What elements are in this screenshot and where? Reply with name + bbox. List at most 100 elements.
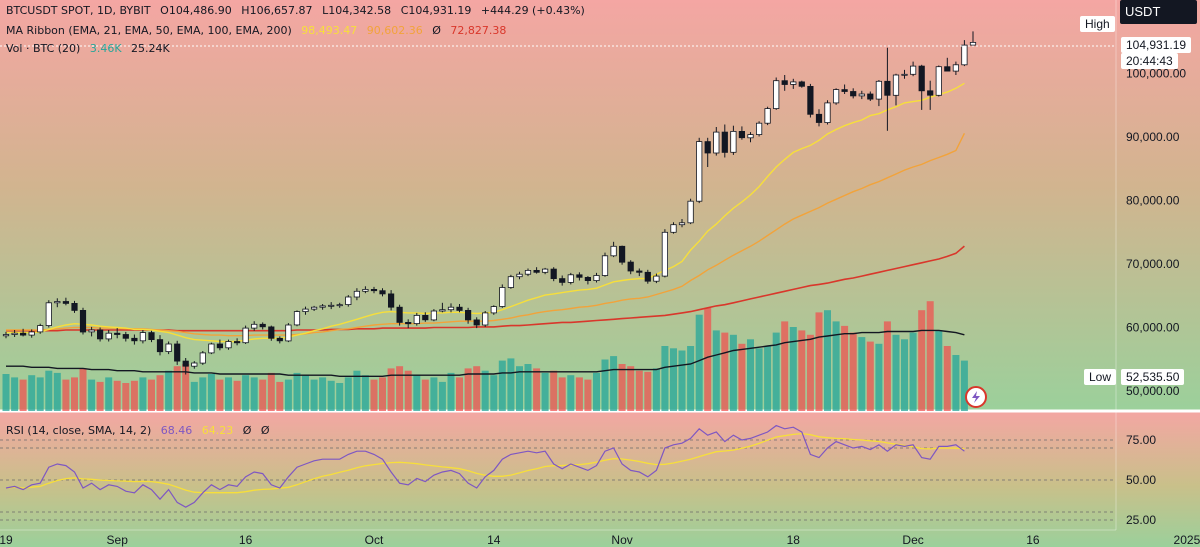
- volume-bar: [858, 337, 866, 411]
- candle-body: [627, 261, 634, 272]
- volume-bar: [113, 380, 121, 411]
- candle-body: [233, 341, 241, 344]
- volume-bar: [225, 377, 232, 411]
- volume-bar: [678, 350, 686, 411]
- rsi-tick-label: 50.00: [1126, 473, 1156, 487]
- candlesticks: [2, 31, 977, 375]
- candle-body: [216, 343, 223, 349]
- volume-bar: [738, 343, 746, 411]
- axis-ticks: 100,000.00 90,000.00 80,000.00 70,000.00 60,…: [0, 67, 1200, 547]
- candle-body: [345, 296, 352, 305]
- volume-bar: [610, 356, 618, 411]
- high-label: High: [1080, 16, 1115, 32]
- price-tick-label: 50,000.00: [1126, 384, 1180, 398]
- candle-body: [764, 108, 771, 124]
- price-tick-label: 60,000.00: [1126, 321, 1180, 335]
- volume-bar: [550, 370, 558, 411]
- rsi-upper-value: Ø: [242, 424, 252, 437]
- candle-body: [610, 245, 617, 257]
- volume-bar: [849, 332, 857, 411]
- candle-body: [798, 81, 805, 87]
- volume-bar: [293, 372, 301, 411]
- volume-bar: [926, 301, 934, 411]
- candle-body: [841, 89, 848, 92]
- price-tick-label: 70,000.00: [1126, 257, 1180, 271]
- candle-body: [165, 343, 172, 352]
- candle-body: [45, 302, 52, 326]
- ma-ribbon-legend[interactable]: MA Ribbon (EMA, 21, EMA, 50, EMA, 100, E…: [6, 24, 512, 38]
- volume-legend[interactable]: Vol · BTC (20) 3.46K 25.24K: [6, 42, 176, 56]
- volume-bar: [148, 379, 155, 411]
- candle-body: [815, 113, 823, 123]
- time-tick-label: 18: [787, 533, 801, 547]
- candle-body: [97, 329, 104, 340]
- volume-bar: [404, 370, 412, 411]
- volume-bar: [635, 370, 643, 411]
- volume-bar: [729, 334, 737, 411]
- candle-body: [678, 222, 686, 226]
- volume-bar: [105, 377, 113, 411]
- candle-body: [79, 309, 87, 333]
- volume-bar: [336, 383, 344, 411]
- volume-bar: [413, 375, 421, 411]
- volume-bar: [883, 321, 891, 411]
- candle-body: [362, 288, 369, 292]
- volume-bar: [438, 381, 446, 411]
- rsi-lower-value: Ø: [260, 424, 270, 437]
- rsi-tick-label: 75.00: [1126, 433, 1156, 447]
- volume-bar: [755, 348, 763, 411]
- rsi-legend[interactable]: RSI (14, close, SMA, 14, 2) 68.46 64.23 …: [6, 424, 276, 438]
- volume-bar: [88, 379, 96, 411]
- volume-bar: [764, 346, 772, 411]
- volume-bar: [190, 381, 198, 411]
- candle-body: [199, 352, 206, 364]
- candle-body: [328, 304, 335, 307]
- rsi-lines: [0, 424, 1116, 521]
- volume-bar: [952, 355, 960, 411]
- low-value: L104,342.58: [322, 4, 392, 17]
- candle-body: [910, 65, 917, 75]
- candle-body: [713, 131, 720, 154]
- last-price-label: 104,931.19: [1121, 37, 1192, 53]
- volume-bar: [498, 360, 506, 411]
- candle-body: [353, 290, 361, 298]
- volume-bar: [567, 375, 575, 411]
- candle-body: [336, 304, 343, 307]
- volume-bar: [242, 375, 250, 411]
- volume-bar: [259, 379, 267, 411]
- volume-bar: [207, 374, 215, 411]
- volume-bar: [712, 330, 720, 411]
- volume-bar: [139, 377, 147, 411]
- candle-body: [19, 332, 27, 336]
- volume-bar: [370, 379, 378, 411]
- volume-bar: [652, 368, 660, 411]
- volume-bar: [960, 360, 968, 411]
- time-tick-label: Sep: [107, 533, 129, 547]
- candle-body: [396, 306, 403, 323]
- volume-bar: [481, 370, 489, 411]
- symbol-label[interactable]: BTCUSDT SPOT, 1D, BYBIT: [6, 4, 151, 17]
- time-tick-label: 14: [487, 533, 501, 547]
- candle-body: [208, 343, 215, 354]
- volume-bar: [387, 368, 395, 411]
- candle-body: [456, 306, 463, 311]
- volume-bar: [806, 334, 814, 411]
- volume-bar: [353, 370, 361, 411]
- currency-button[interactable]: USDT: [1120, 0, 1197, 24]
- time-tick-label: 19: [0, 533, 13, 547]
- volume-bar: [815, 312, 823, 411]
- volume-bar: [19, 379, 27, 411]
- volume-bar: [379, 377, 386, 411]
- volume-bar: [447, 372, 455, 411]
- lightning-icon[interactable]: [965, 386, 987, 408]
- volume-bar: [687, 346, 695, 411]
- volume-bar: [216, 379, 224, 411]
- candle-body: [738, 130, 746, 139]
- candle-body: [293, 311, 301, 326]
- volume-bar: [798, 330, 806, 411]
- candle-body: [918, 65, 925, 92]
- price-tick-label: 80,000.00: [1126, 194, 1180, 208]
- volume-bar: [721, 332, 729, 411]
